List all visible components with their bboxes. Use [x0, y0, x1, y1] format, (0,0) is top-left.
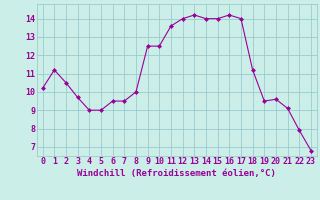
X-axis label: Windchill (Refroidissement éolien,°C): Windchill (Refroidissement éolien,°C): [77, 169, 276, 178]
